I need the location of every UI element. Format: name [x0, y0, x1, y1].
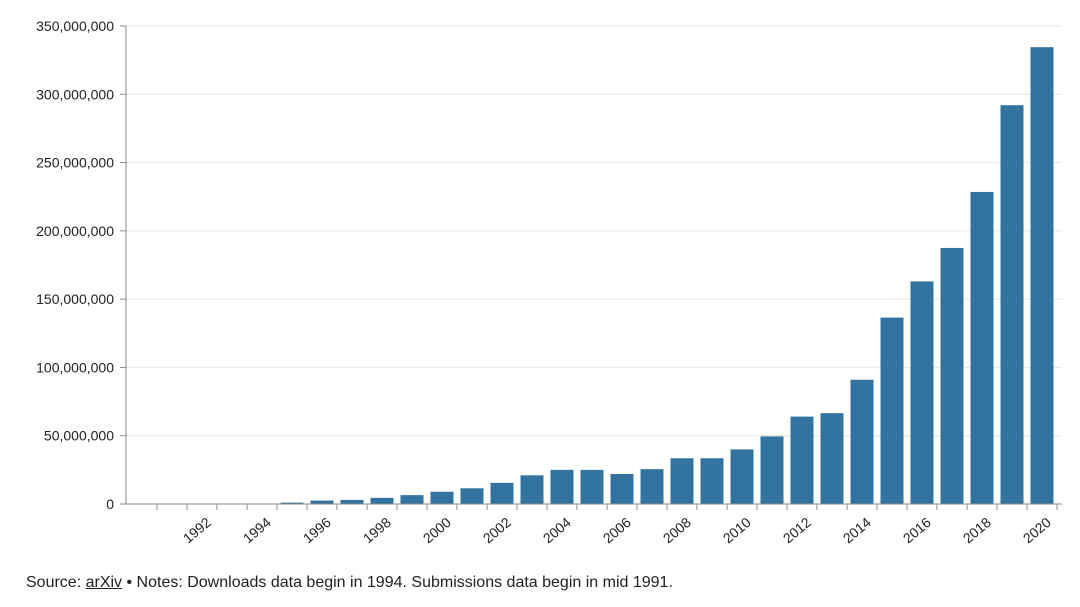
x-tick-label: 1994 — [240, 514, 274, 546]
bar-2000 — [430, 491, 454, 504]
y-tick-label: 350,000,000 — [36, 18, 114, 34]
bar-2004 — [550, 469, 574, 504]
x-tick-label: 2008 — [660, 514, 694, 546]
bar-2001 — [460, 488, 484, 504]
bar-2010 — [730, 449, 754, 504]
bar-1997 — [340, 499, 364, 504]
bar-1999 — [400, 495, 424, 504]
x-tick-label: 1992 — [180, 514, 214, 546]
bar-1995 — [280, 502, 304, 504]
bar-2017 — [940, 247, 964, 504]
bar-2007 — [640, 469, 664, 504]
x-tick-label: 2006 — [600, 514, 634, 546]
bar-2014 — [850, 379, 874, 504]
y-tick-label: 100,000,000 — [36, 359, 114, 375]
x-tick-label: 2014 — [840, 514, 874, 546]
notes-text: • Notes: Downloads data begin in 1994. S… — [122, 574, 673, 591]
chart-footer: Source: arXiv • Notes: Downloads data be… — [26, 574, 673, 592]
x-tick-label: 2020 — [1020, 514, 1054, 546]
bar-2015 — [880, 317, 904, 504]
bar-2002 — [490, 482, 514, 504]
x-tick-label: 2012 — [780, 514, 814, 546]
x-tick-label: 2010 — [720, 514, 754, 546]
y-tick-label: 50,000,000 — [44, 428, 114, 444]
x-tick-label: 2018 — [960, 514, 994, 546]
bar-2018 — [970, 191, 994, 505]
bar-2009 — [700, 458, 724, 504]
y-tick-label: 150,000,000 — [36, 291, 114, 307]
y-tick-label: 250,000,000 — [36, 155, 114, 171]
bar-2005 — [580, 469, 604, 504]
bar-1998 — [370, 497, 394, 504]
bar-2011 — [760, 436, 784, 504]
bar-2019 — [1000, 105, 1024, 504]
bar-1996 — [310, 500, 334, 504]
bar-2008 — [670, 458, 694, 504]
x-tick-label: 2004 — [540, 514, 574, 546]
x-tick-label: 2000 — [420, 514, 454, 546]
bar-2020 — [1030, 47, 1054, 504]
bar-2016 — [910, 281, 934, 504]
x-axis: 1992 1994 1996 1998 2000 2002 2004 2006 2008 2010… — [126, 503, 1062, 546]
y-tick-label: 300,000,000 — [36, 86, 114, 102]
gridlines — [126, 25, 1062, 437]
x-tick-label: 1996 — [300, 514, 334, 546]
bar-2012 — [790, 416, 814, 504]
bar-2003 — [520, 475, 544, 504]
y-tick-label: 200,000,000 — [36, 223, 114, 239]
source-prefix: Source: — [26, 574, 86, 591]
y-axis: 0 50,000,000 100,000,000 150,000,000 200,000… — [36, 18, 127, 512]
bar-2013 — [820, 413, 844, 504]
x-tick-label: 2016 — [900, 514, 934, 546]
x-tick-label: 2002 — [480, 514, 514, 546]
source-link-arxiv[interactable]: arXiv — [85, 574, 123, 591]
bar-chart: 0 50,000,000 100,000,000 150,000,000 200,000… — [36, 18, 1062, 546]
y-tick-label: 0 — [106, 496, 114, 512]
bars — [280, 47, 1054, 505]
x-tick-label: 1998 — [360, 514, 394, 546]
bar-2006 — [610, 473, 634, 504]
